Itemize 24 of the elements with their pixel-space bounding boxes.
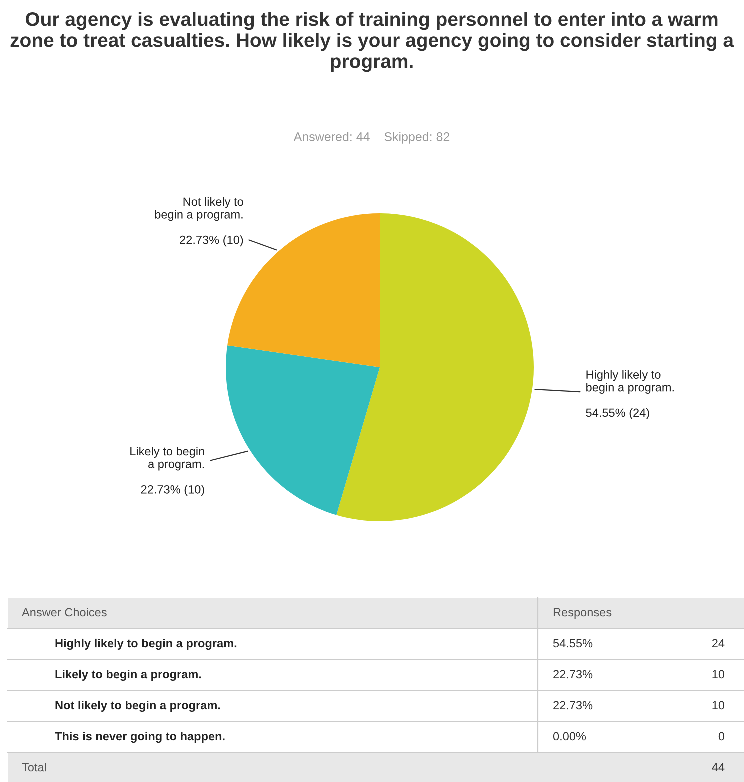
text: 10 xyxy=(712,670,725,679)
chart-title: Our agency is evaluating the risk of training personnel to enter into a warm zone to treat casualties. How likely is your agency going to consider starting a program. xyxy=(10,12,734,72)
data-label: 22.73% (10) xyxy=(141,485,204,496)
category-label: Likely to begin a program. xyxy=(56,670,202,682)
category-label: Highly likely to begin a program. xyxy=(56,638,237,650)
text: 22.73% xyxy=(554,701,593,710)
text: 0.00% xyxy=(553,732,586,741)
text: 24 xyxy=(712,639,725,648)
text: 44 xyxy=(712,763,725,772)
data-label: 54.55% (24) xyxy=(586,408,650,420)
text: 54.55% xyxy=(553,639,593,648)
slice-label: Not likely to begin a program. xyxy=(155,197,244,222)
category-label: This is never going to happen. xyxy=(55,732,225,744)
slice-label: Highly likely to begin a program. xyxy=(586,370,674,394)
chart-subtitle: Answered: 44 Skipped: 82 xyxy=(294,132,450,144)
data-label: 22.73% (10) xyxy=(180,236,244,247)
text: Answer Choices xyxy=(22,608,107,617)
text: 10 xyxy=(712,701,725,710)
text: Responses xyxy=(554,608,612,620)
category-label: Not likely to begin a program. xyxy=(56,700,220,712)
text: Total xyxy=(22,763,46,772)
text: 0 xyxy=(718,732,725,741)
slice-label: Likely to begin a program. xyxy=(130,446,204,471)
text: 22.73% xyxy=(554,670,593,679)
